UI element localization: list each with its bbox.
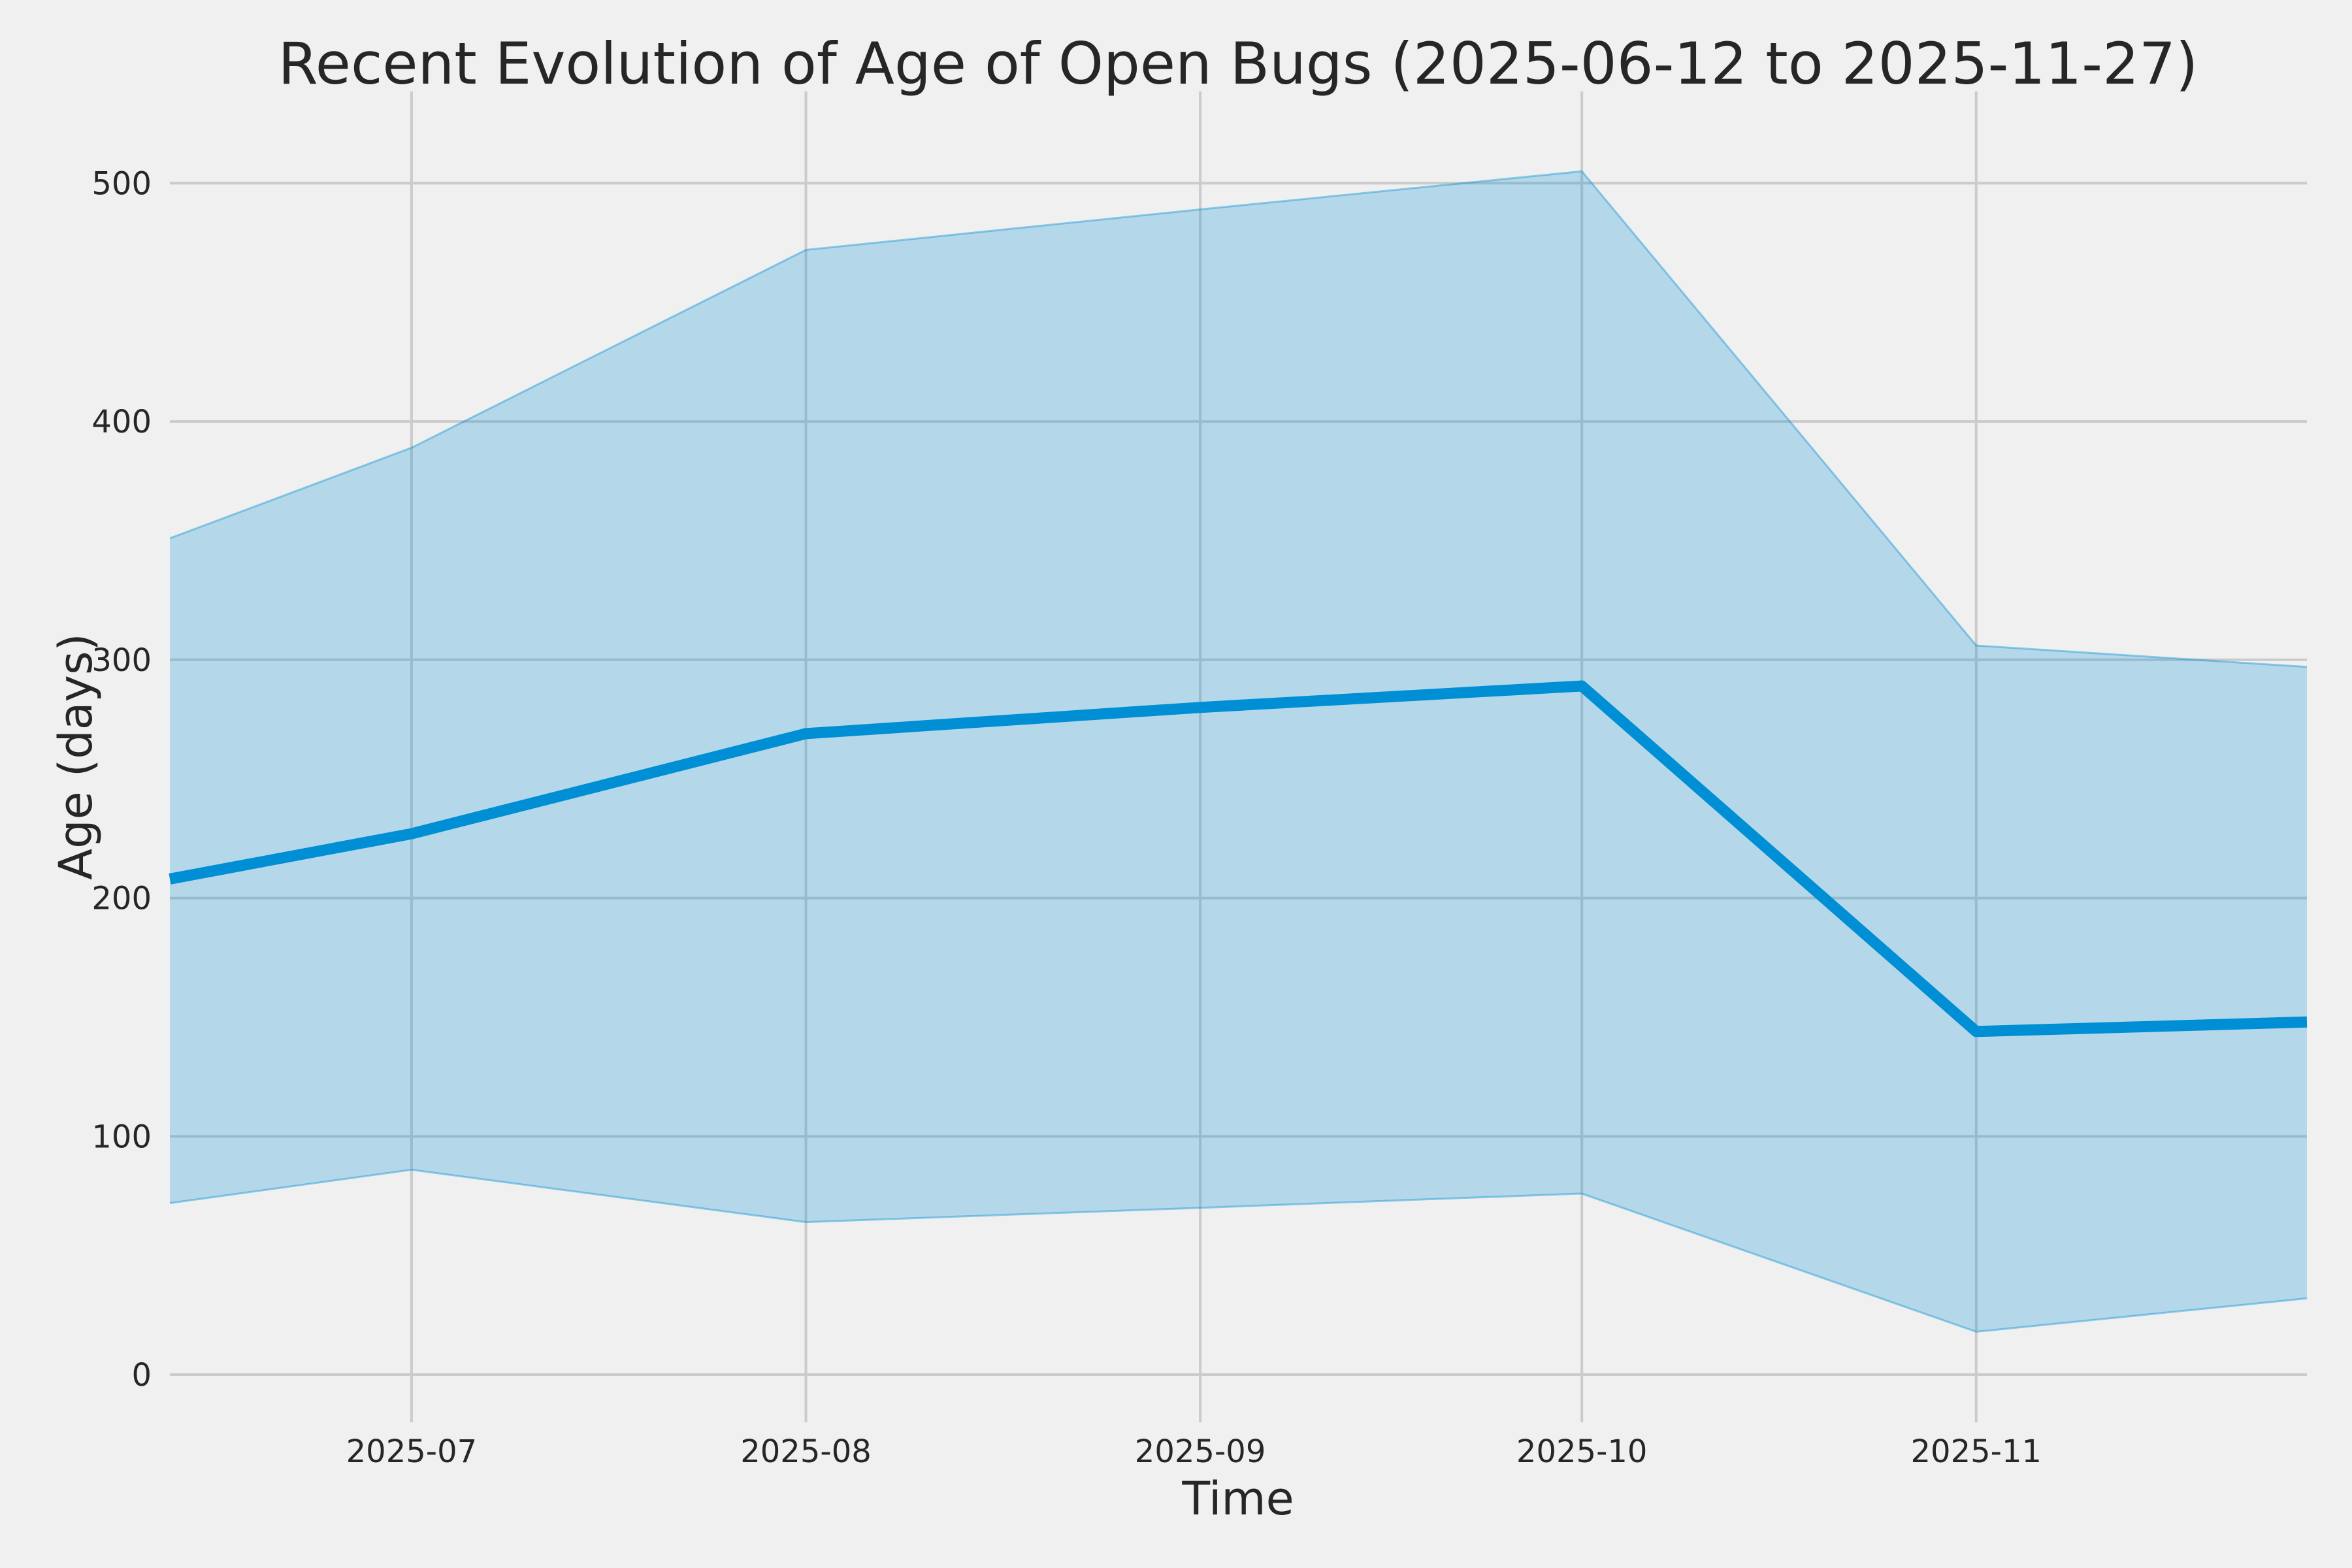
grid-layer	[170, 91, 2307, 1422]
chart-title: Recent Evolution of Age of Open Bugs (20…	[278, 30, 2198, 97]
x-tick-label: 2025-07	[346, 1433, 478, 1470]
median-age-line	[169, 680, 2308, 1037]
median-line-layer	[169, 680, 2308, 1037]
y-tick-label: 100	[91, 1119, 152, 1155]
y-tick-labels: 0 100 200 300 400 500	[91, 165, 152, 1394]
y-tick-label: 200	[91, 881, 152, 917]
x-tick-labels: 2025-07 2025-08 2025-09 2025-10 2025-11	[346, 1433, 2042, 1470]
band-upper-edge	[169, 170, 2308, 668]
x-tick-label: 2025-11	[1910, 1433, 2042, 1470]
confidence-band	[170, 171, 2307, 1332]
y-tick-label: 300	[91, 642, 152, 679]
y-tick-label: 500	[91, 165, 152, 202]
x-tick-label: 2025-08	[740, 1433, 872, 1470]
y-axis-label: Age (days)	[49, 633, 103, 879]
confidence-band-layer	[169, 170, 2308, 1333]
x-axis-label: Time	[1181, 1472, 1294, 1526]
x-tick-label: 2025-10	[1516, 1433, 1648, 1470]
x-tick-label: 2025-09	[1135, 1433, 1266, 1470]
band-lower-edge	[169, 1168, 2308, 1333]
y-tick-label: 400	[91, 404, 152, 440]
y-tick-label: 0	[131, 1357, 152, 1394]
